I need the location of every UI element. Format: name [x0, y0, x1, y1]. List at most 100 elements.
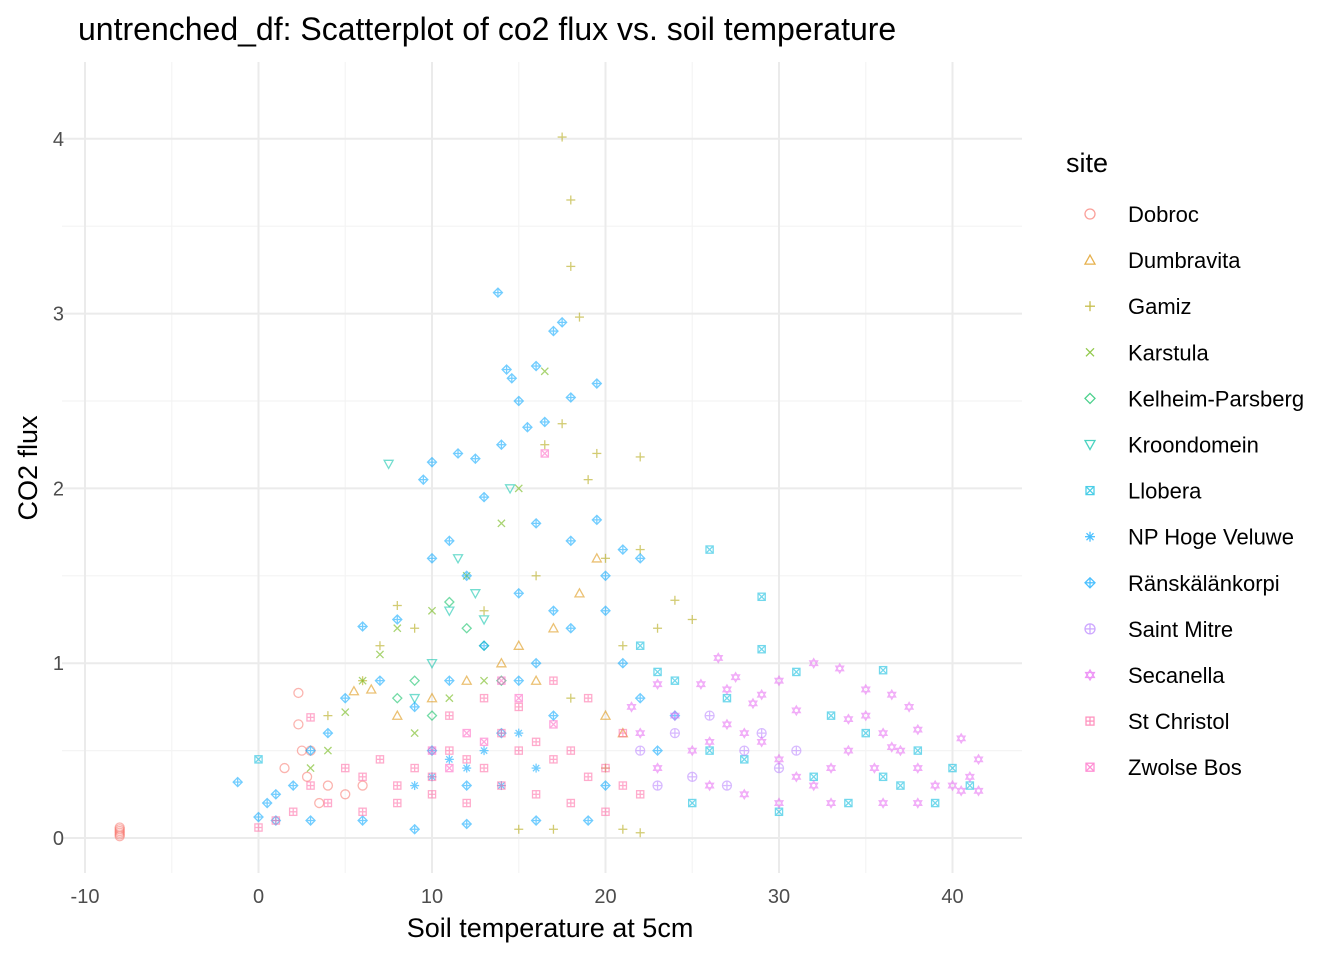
series-secanella: [626, 652, 984, 809]
legend-label: Saint Mitre: [1128, 617, 1233, 642]
data-point: [653, 623, 663, 633]
data-point: [730, 671, 741, 683]
legend-key: [1085, 347, 1095, 357]
data-point: [293, 719, 304, 730]
data-point: [341, 708, 350, 717]
data-point: [599, 709, 612, 720]
data-point: [443, 606, 455, 617]
data-point: [540, 440, 550, 450]
data-point: [393, 781, 402, 790]
data-point: [591, 514, 603, 526]
data-point: [635, 790, 645, 799]
data-point: [417, 474, 429, 486]
data-point: [548, 325, 559, 337]
data-point: [704, 779, 715, 792]
series-kroondomein: [383, 459, 516, 704]
data-point: [531, 763, 541, 773]
y-axis-label: CO2 flux: [13, 415, 43, 521]
data-point: [895, 744, 906, 757]
data-point: [478, 491, 490, 503]
data-point: [573, 587, 586, 598]
data-point: [635, 452, 645, 462]
data-point: [912, 723, 923, 736]
data-point: [549, 676, 558, 685]
data-point: [635, 727, 646, 739]
data-point: [409, 823, 421, 835]
data-point: [445, 694, 454, 703]
data-point: [427, 772, 437, 782]
series-zwolse-bos: [427, 449, 558, 773]
legend-label: Secanella: [1128, 663, 1225, 688]
x-tick-label: 10: [421, 886, 443, 908]
data-point: [652, 678, 663, 690]
data-point: [826, 762, 837, 774]
data-point: [948, 763, 957, 773]
data-point: [618, 781, 628, 790]
legend-label: Karstula: [1128, 340, 1209, 365]
legend-key: [1084, 576, 1096, 589]
legend-key: [1083, 253, 1097, 265]
data-point: [461, 780, 473, 791]
data-point: [469, 453, 481, 465]
data-point: [566, 261, 576, 271]
data-point: [539, 416, 551, 428]
data-point: [878, 797, 889, 809]
data-point: [557, 132, 567, 142]
data-point: [582, 815, 594, 826]
data-point: [497, 781, 506, 790]
data-point: [687, 771, 698, 782]
data-point: [791, 745, 802, 756]
data-point: [270, 788, 282, 800]
data-point: [392, 601, 402, 611]
data-point: [756, 736, 767, 748]
series-karstula: [306, 367, 549, 773]
data-point: [375, 755, 385, 764]
data-point: [600, 570, 611, 582]
data-point: [514, 824, 524, 834]
y-tick-label: 0: [53, 828, 64, 850]
data-point: [478, 615, 490, 626]
data-point: [635, 641, 645, 650]
data-point: [878, 727, 889, 739]
data-point: [973, 753, 984, 766]
data-point: [792, 667, 801, 677]
data-point: [261, 797, 273, 809]
data-point: [445, 746, 454, 755]
data-point: [495, 439, 507, 451]
data-point: [479, 676, 489, 685]
data-point: [427, 790, 437, 799]
legend-key: [1085, 485, 1095, 496]
legend-label: Llobera: [1128, 479, 1202, 504]
data-point: [479, 737, 489, 747]
data-point: [504, 484, 516, 495]
data-point: [253, 811, 264, 823]
data-point: [860, 709, 871, 722]
data-point: [956, 732, 967, 745]
data-point: [314, 797, 325, 809]
legend-label: Dobroc: [1128, 202, 1199, 227]
y-axis-ticks: 0 1 2 3 4: [53, 129, 64, 850]
data-point: [773, 753, 785, 766]
data-point: [912, 797, 923, 809]
data-point: [530, 674, 542, 685]
legend-label: NP Hoge Veluwe: [1128, 525, 1294, 550]
data-point: [930, 798, 940, 808]
data-point: [635, 745, 646, 756]
legend-key: [1085, 531, 1095, 542]
data-point: [739, 745, 750, 756]
data-point: [548, 824, 558, 834]
data-point: [514, 702, 524, 712]
data-point: [287, 780, 299, 791]
data-point: [704, 710, 715, 721]
series-gamiz: [323, 132, 697, 838]
data-point: [478, 640, 490, 652]
data-point: [461, 570, 473, 582]
data-point: [479, 746, 489, 756]
series-dobroc: [114, 687, 368, 842]
data-point: [669, 709, 680, 722]
data-point: [757, 592, 766, 602]
data-point: [426, 710, 438, 722]
data-point: [393, 624, 402, 633]
legend-key: [1084, 208, 1096, 220]
